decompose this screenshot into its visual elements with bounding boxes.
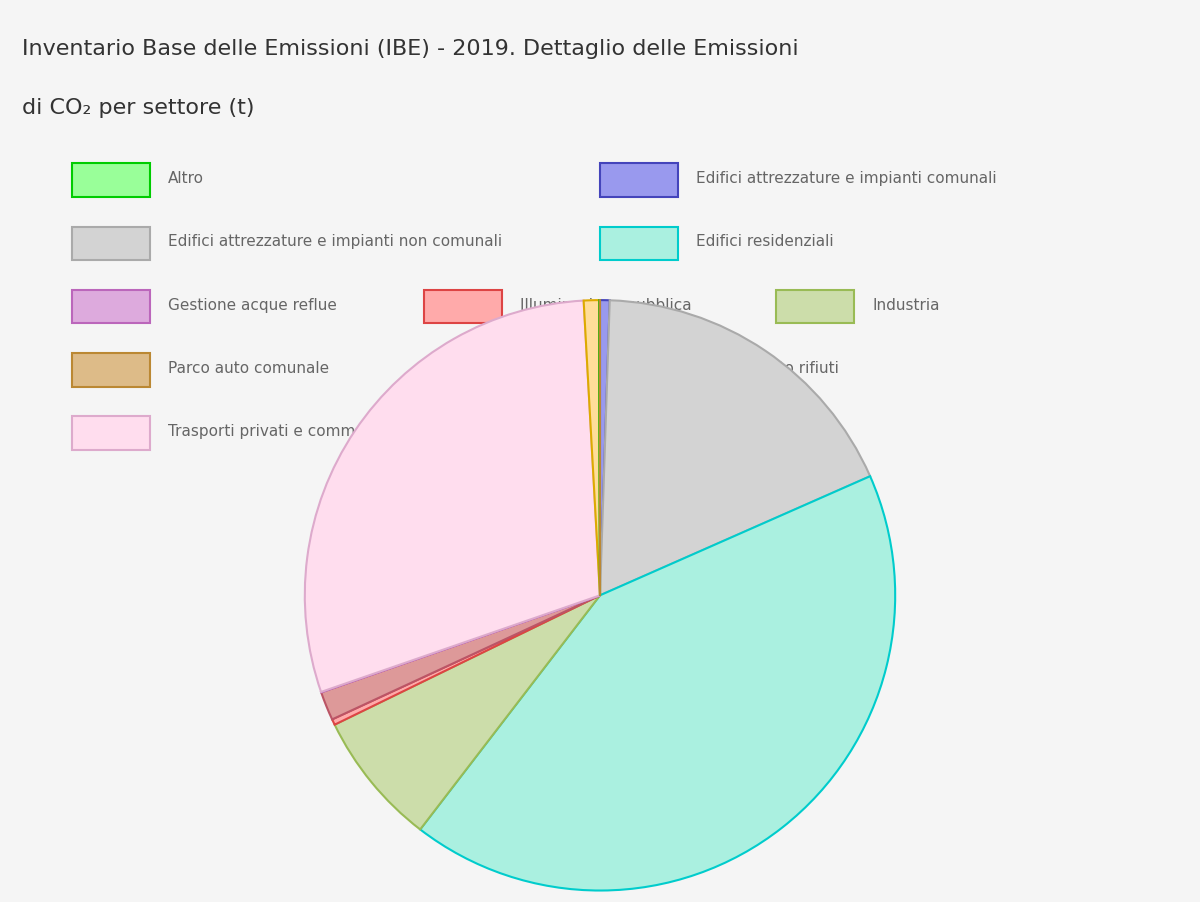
Text: Trasporti privati e commerciali: Trasporti privati e commerciali [168, 424, 402, 439]
FancyBboxPatch shape [72, 354, 150, 387]
FancyBboxPatch shape [424, 290, 502, 324]
Text: Edifici residenziali: Edifici residenziali [696, 235, 834, 249]
Text: di CO₂ per settore (t): di CO₂ per settore (t) [22, 97, 254, 118]
FancyBboxPatch shape [72, 290, 150, 324]
FancyBboxPatch shape [600, 354, 678, 387]
FancyBboxPatch shape [72, 163, 150, 197]
Text: Altro: Altro [168, 171, 204, 186]
Wedge shape [600, 300, 870, 595]
Wedge shape [420, 476, 895, 890]
Text: Trasporti pubblici: Trasporti pubblici [696, 424, 828, 439]
Text: Illuminazione pubblica: Illuminazione pubblica [520, 298, 691, 312]
FancyBboxPatch shape [72, 226, 150, 260]
Text: Gestione acque reflue: Gestione acque reflue [168, 298, 337, 312]
Text: Smaltimento rifiuti: Smaltimento rifiuti [696, 361, 839, 376]
Wedge shape [335, 595, 600, 830]
Wedge shape [322, 595, 600, 720]
Text: Edifici attrezzature e impianti comunali: Edifici attrezzature e impianti comunali [696, 171, 997, 186]
Wedge shape [332, 595, 600, 724]
Text: Inventario Base delle Emissioni (IBE) - 2019. Dettaglio delle Emissioni: Inventario Base delle Emissioni (IBE) - … [22, 40, 798, 60]
Text: Parco auto comunale: Parco auto comunale [168, 361, 329, 376]
Wedge shape [583, 300, 600, 595]
Wedge shape [305, 300, 600, 692]
FancyBboxPatch shape [72, 417, 150, 450]
FancyBboxPatch shape [600, 417, 678, 450]
Text: Edifici attrezzature e impianti non comunali: Edifici attrezzature e impianti non comu… [168, 235, 502, 249]
Text: Industria: Industria [872, 298, 940, 312]
Wedge shape [322, 595, 600, 693]
FancyBboxPatch shape [600, 226, 678, 260]
FancyBboxPatch shape [776, 290, 854, 324]
FancyBboxPatch shape [600, 163, 678, 197]
Wedge shape [600, 300, 610, 595]
